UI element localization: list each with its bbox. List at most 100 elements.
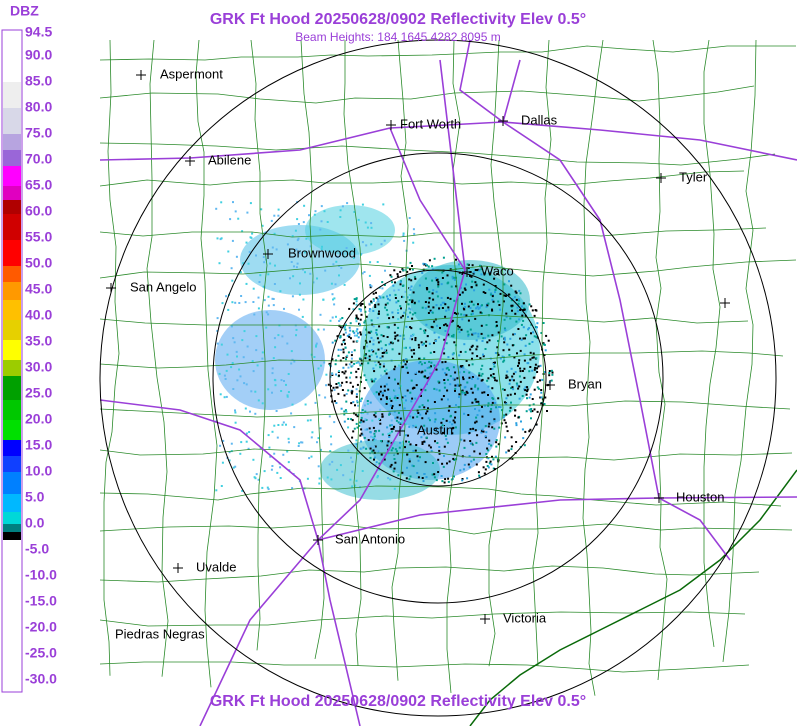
echo-pixel	[330, 282, 333, 285]
echo-pixel	[515, 422, 518, 425]
echo-pixel	[345, 410, 348, 413]
echo-pixel	[364, 306, 367, 309]
echo-pixel	[370, 300, 373, 303]
echo-pixel	[408, 460, 411, 463]
echo-pixel	[428, 360, 431, 363]
echo-pixel	[389, 262, 392, 265]
echo-pixel	[350, 351, 353, 354]
echo-pixel	[464, 350, 467, 353]
echo-pixel	[344, 328, 347, 331]
echo-pixel	[364, 418, 367, 421]
echo-pixel	[447, 333, 450, 336]
echo-pixel	[420, 341, 423, 344]
echo-pixel	[509, 406, 512, 409]
echo-pixel	[435, 388, 438, 391]
echo-pixel	[299, 282, 301, 285]
echo-pixel	[357, 413, 360, 416]
echo-pixel	[459, 469, 462, 472]
echo-pixel	[352, 330, 355, 333]
echo-pixel	[331, 374, 334, 376]
echo-pixel	[474, 269, 477, 271]
echo-pixel	[295, 334, 297, 337]
echo-pixel	[333, 388, 336, 391]
echo-pixel	[437, 281, 440, 284]
echo-pixel	[458, 393, 461, 396]
echo-pixel	[387, 440, 390, 443]
echo-pixel	[437, 336, 440, 339]
echo-pixel	[409, 287, 411, 290]
echo-pixel	[443, 481, 446, 484]
echo-pixel	[322, 298, 325, 301]
echo-pixel	[352, 302, 355, 305]
echo-pixel	[259, 447, 262, 450]
echo-pixel	[297, 237, 300, 240]
echo-pixel	[355, 439, 358, 442]
echo-pixel	[404, 395, 407, 397]
echo-pixel	[443, 386, 446, 389]
echo-pixel	[465, 283, 467, 286]
echo-pixel	[271, 297, 274, 300]
echo-pixel	[273, 232, 276, 235]
echo-pixel	[376, 333, 378, 336]
echo-pixel	[354, 413, 357, 416]
echo-pixel	[440, 475, 443, 477]
echo-pixel	[429, 372, 432, 375]
echo-pixel	[474, 385, 477, 388]
echo-pixel	[504, 295, 507, 297]
echo-pixel	[519, 309, 522, 311]
echo-pixel	[512, 379, 515, 382]
colorbar-swatch	[3, 440, 21, 456]
colorbar-swatch	[3, 376, 21, 400]
echo-pixel	[478, 306, 481, 309]
echo-pixel	[495, 445, 498, 448]
echo-pixel	[442, 431, 444, 434]
echo-pixel	[484, 404, 486, 407]
echo-pixel	[414, 312, 417, 314]
echo-pixel	[525, 410, 528, 413]
echo-pixel	[388, 413, 391, 416]
echo-pixel	[487, 334, 490, 337]
echo-pixel	[529, 428, 532, 431]
echo-pixel	[438, 389, 441, 392]
echo-pixel	[506, 370, 509, 373]
echo-pixel	[375, 331, 378, 334]
colorbar-swatch	[3, 33, 21, 82]
echo-pixel	[372, 449, 375, 452]
echo-pixel	[511, 457, 514, 460]
echo-pixel	[490, 463, 493, 466]
highway	[100, 399, 319, 541]
echo-pixel	[353, 331, 356, 334]
echo-pixel	[491, 295, 494, 298]
echo-pixel	[219, 393, 222, 396]
county-line	[100, 85, 755, 104]
echo-pixel	[400, 384, 402, 387]
echo-pixel	[415, 424, 417, 427]
echo-pixel	[386, 326, 389, 329]
echo-pixel	[301, 315, 304, 318]
echo-pixel	[440, 283, 443, 286]
colorbar: 94.590.085.080.075.070.065.060.055.050.0…	[1, 24, 57, 693]
echo-pixel	[216, 342, 219, 345]
echo-pixel	[460, 313, 463, 316]
echo-pixel	[383, 385, 386, 388]
echo-pixel	[418, 284, 421, 287]
echo-pixel	[338, 320, 341, 322]
echo-pixel	[481, 405, 483, 408]
county-line	[100, 45, 796, 61]
echo-pixel	[484, 435, 487, 438]
colorbar-swatch	[3, 320, 21, 340]
echo-pixel	[372, 298, 375, 301]
echo-pixel	[383, 284, 386, 286]
echo-pixel	[234, 411, 237, 414]
echo-pixel	[389, 294, 391, 297]
echo-pixel	[431, 292, 434, 295]
echo-pixel	[437, 285, 440, 288]
echo-pixel	[431, 473, 434, 476]
echo-pixel	[230, 267, 233, 270]
echo-pixel	[505, 397, 508, 400]
echo-pixel	[438, 452, 441, 455]
echo-pixel	[396, 273, 399, 276]
echo-pixel	[287, 373, 290, 375]
echo-pixel	[547, 339, 550, 342]
echo-pixel	[283, 307, 285, 310]
